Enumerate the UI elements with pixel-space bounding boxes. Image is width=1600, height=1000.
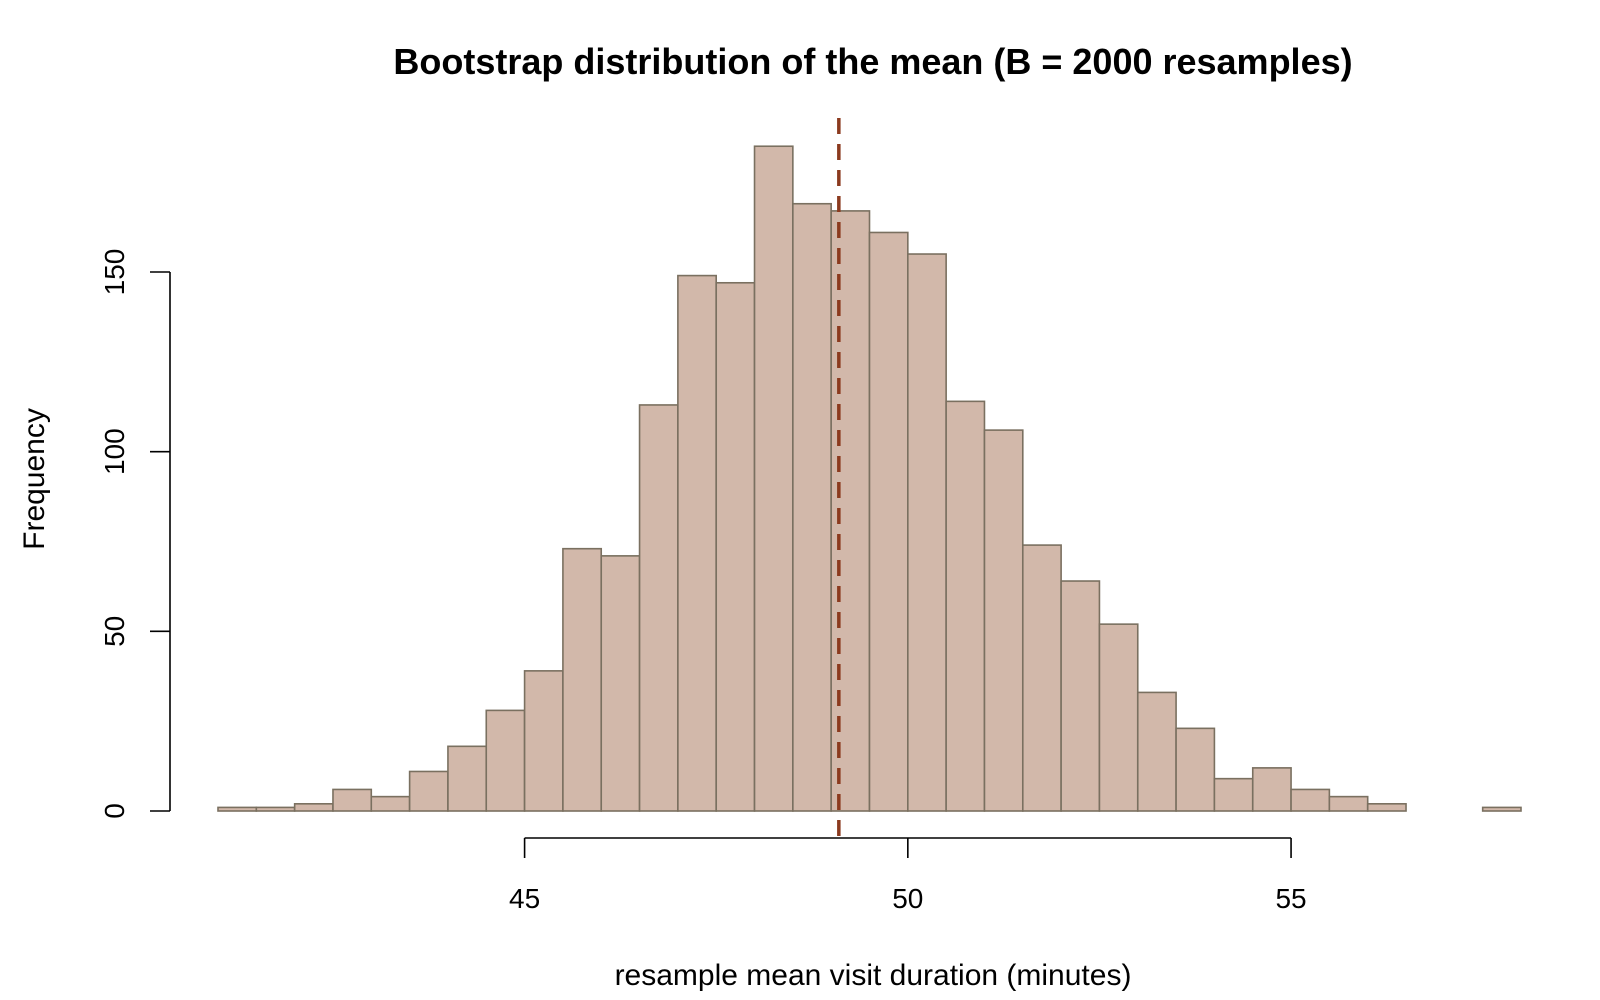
histogram-bar <box>1251 767 1292 812</box>
histogram-bar <box>1213 777 1254 812</box>
histogram-bar <box>1175 727 1216 812</box>
y-axis: 0 50 100 150 <box>99 249 171 819</box>
histogram-bar <box>983 429 1024 812</box>
histogram-bar <box>753 145 794 812</box>
histogram-bar <box>408 770 449 812</box>
x-tick-label: 45 <box>509 883 540 914</box>
y-tick-label: 50 <box>99 616 130 647</box>
histogram-bar <box>485 709 526 812</box>
histogram-bar <box>1098 623 1139 812</box>
y-tick-label: 0 <box>99 803 130 819</box>
x-axis: 45 50 55 <box>509 837 1307 914</box>
histogram-bar <box>1366 803 1407 812</box>
histogram-bar <box>217 806 258 812</box>
histogram-bar <box>523 670 564 812</box>
x-axis-label: resample mean visit duration (minutes) <box>615 959 1132 992</box>
x-tick-label: 55 <box>1275 883 1306 914</box>
histogram-bar <box>830 210 871 812</box>
y-tick-label: 150 <box>99 249 130 296</box>
x-tick-label: 50 <box>892 883 923 914</box>
histogram-bar <box>600 555 641 812</box>
histogram-bar <box>1328 795 1369 812</box>
histogram-bars <box>217 145 1522 812</box>
histogram-bar <box>370 795 411 812</box>
histogram-bar <box>293 803 334 812</box>
histogram-bar <box>638 404 679 812</box>
histogram-bar <box>1136 691 1177 812</box>
histogram-bar <box>868 231 909 812</box>
histogram-bar <box>1021 544 1062 812</box>
y-tick-label: 100 <box>99 428 130 475</box>
histogram-bar <box>792 202 832 812</box>
histogram-bar <box>907 253 947 812</box>
y-axis-label: Frequency <box>18 408 51 550</box>
histogram-bar <box>562 547 603 812</box>
chart-title: Bootstrap distribution of the mean (B = … <box>393 41 1352 82</box>
histogram-bar <box>715 281 756 812</box>
histogram-bar <box>677 274 718 812</box>
histogram-bar <box>1290 788 1331 812</box>
histogram-bar <box>1481 806 1522 812</box>
histogram-bar <box>945 400 986 812</box>
histogram-bar <box>255 806 296 812</box>
histogram-bar <box>332 788 373 812</box>
histogram-bar <box>1060 580 1101 812</box>
histogram-bar <box>447 745 488 812</box>
